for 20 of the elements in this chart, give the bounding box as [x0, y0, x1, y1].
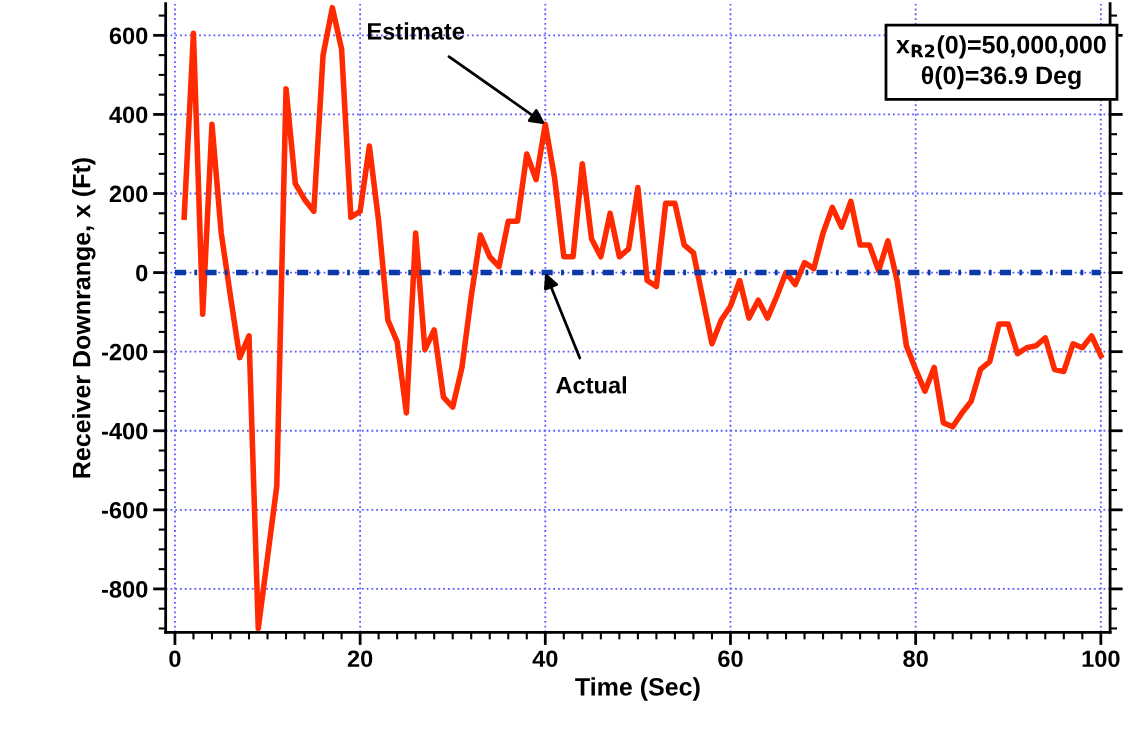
x-tick-label: 80	[903, 650, 928, 668]
y-tick-label: 200	[109, 185, 148, 203]
annotation: x$_{R2}$(0)=50,000,000	[896, 35, 1106, 59]
y-tick-label: 400	[109, 106, 148, 124]
x-tick-label: 0	[169, 650, 181, 668]
y-tick-label: -600	[101, 501, 148, 519]
annotation: Estimate	[368, 22, 465, 40]
y-tick-label: -400	[101, 422, 148, 440]
x-tick-label: 100	[1082, 650, 1120, 668]
y-tick-label: 600	[109, 27, 148, 45]
annotation: Actual	[556, 376, 626, 394]
y-tick-label: 0	[136, 264, 148, 282]
y-tick-label: -200	[101, 343, 148, 361]
annotation: θ(0)=36.9 Deg	[921, 65, 1081, 90]
x-tick-label: 40	[532, 650, 558, 668]
x-tick-label: 60	[718, 650, 743, 668]
x-axis-title: Time (Sec)	[575, 677, 700, 701]
x-tick-label: 20	[347, 650, 373, 668]
y-tick-label: -800	[101, 580, 148, 598]
y-axis-title: Receiver Downrange, x (Ft)	[72, 158, 96, 478]
